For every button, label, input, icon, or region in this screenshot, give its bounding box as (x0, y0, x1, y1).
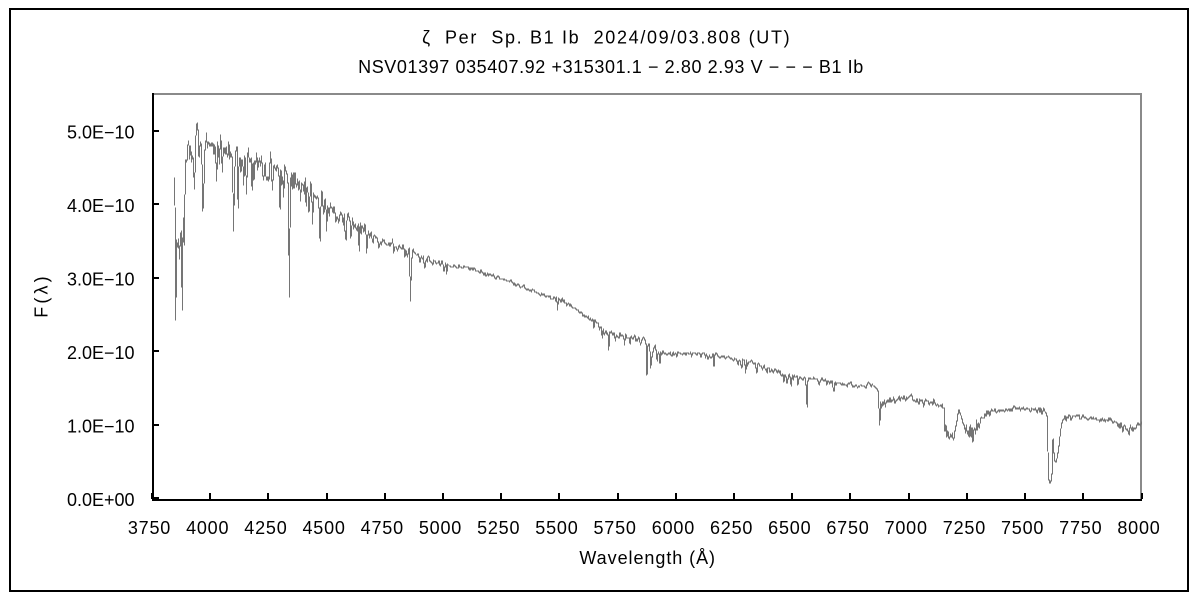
svg-text:6000: 6000 (652, 518, 695, 538)
svg-text:2.0E−10: 2.0E−10 (67, 343, 135, 363)
svg-text:ζ Per Sp. B1 Ib 2024/09/03.: ζ Per Sp. B1 Ib 2024/09/03.808 (UT) (422, 27, 791, 47)
svg-text:7750: 7750 (1059, 518, 1102, 538)
svg-text:7250: 7250 (943, 518, 986, 538)
svg-text:7500: 7500 (1001, 518, 1044, 538)
svg-text:NSV01397 035407.92 +315301.1 −: NSV01397 035407.92 +315301.1 − 2.80 2.93… (358, 57, 864, 77)
svg-text:4250: 4250 (244, 518, 287, 538)
svg-text:4.0E−10: 4.0E−10 (67, 196, 135, 216)
svg-text:1.0E−10: 1.0E−10 (67, 416, 135, 436)
svg-text:5750: 5750 (593, 518, 636, 538)
svg-text:5.0E−10: 5.0E−10 (67, 123, 135, 143)
svg-text:6250: 6250 (710, 518, 753, 538)
svg-text:7000: 7000 (885, 518, 928, 538)
svg-text:4000: 4000 (186, 518, 229, 538)
svg-text:5000: 5000 (419, 518, 462, 538)
svg-text:6750: 6750 (826, 518, 869, 538)
svg-text:Wavelength (Å): Wavelength (Å) (579, 548, 716, 568)
svg-text:5250: 5250 (477, 518, 520, 538)
svg-text:4750: 4750 (361, 518, 404, 538)
svg-text:3750: 3750 (128, 518, 171, 538)
svg-text:3.0E−10: 3.0E−10 (67, 269, 135, 289)
svg-text:5500: 5500 (535, 518, 578, 538)
svg-text:4500: 4500 (302, 518, 345, 538)
svg-text:6500: 6500 (768, 518, 811, 538)
svg-text:0.0E+00: 0.0E+00 (67, 490, 135, 510)
svg-text:8000: 8000 (1117, 518, 1160, 538)
svg-text:F(λ): F(λ) (32, 273, 52, 317)
